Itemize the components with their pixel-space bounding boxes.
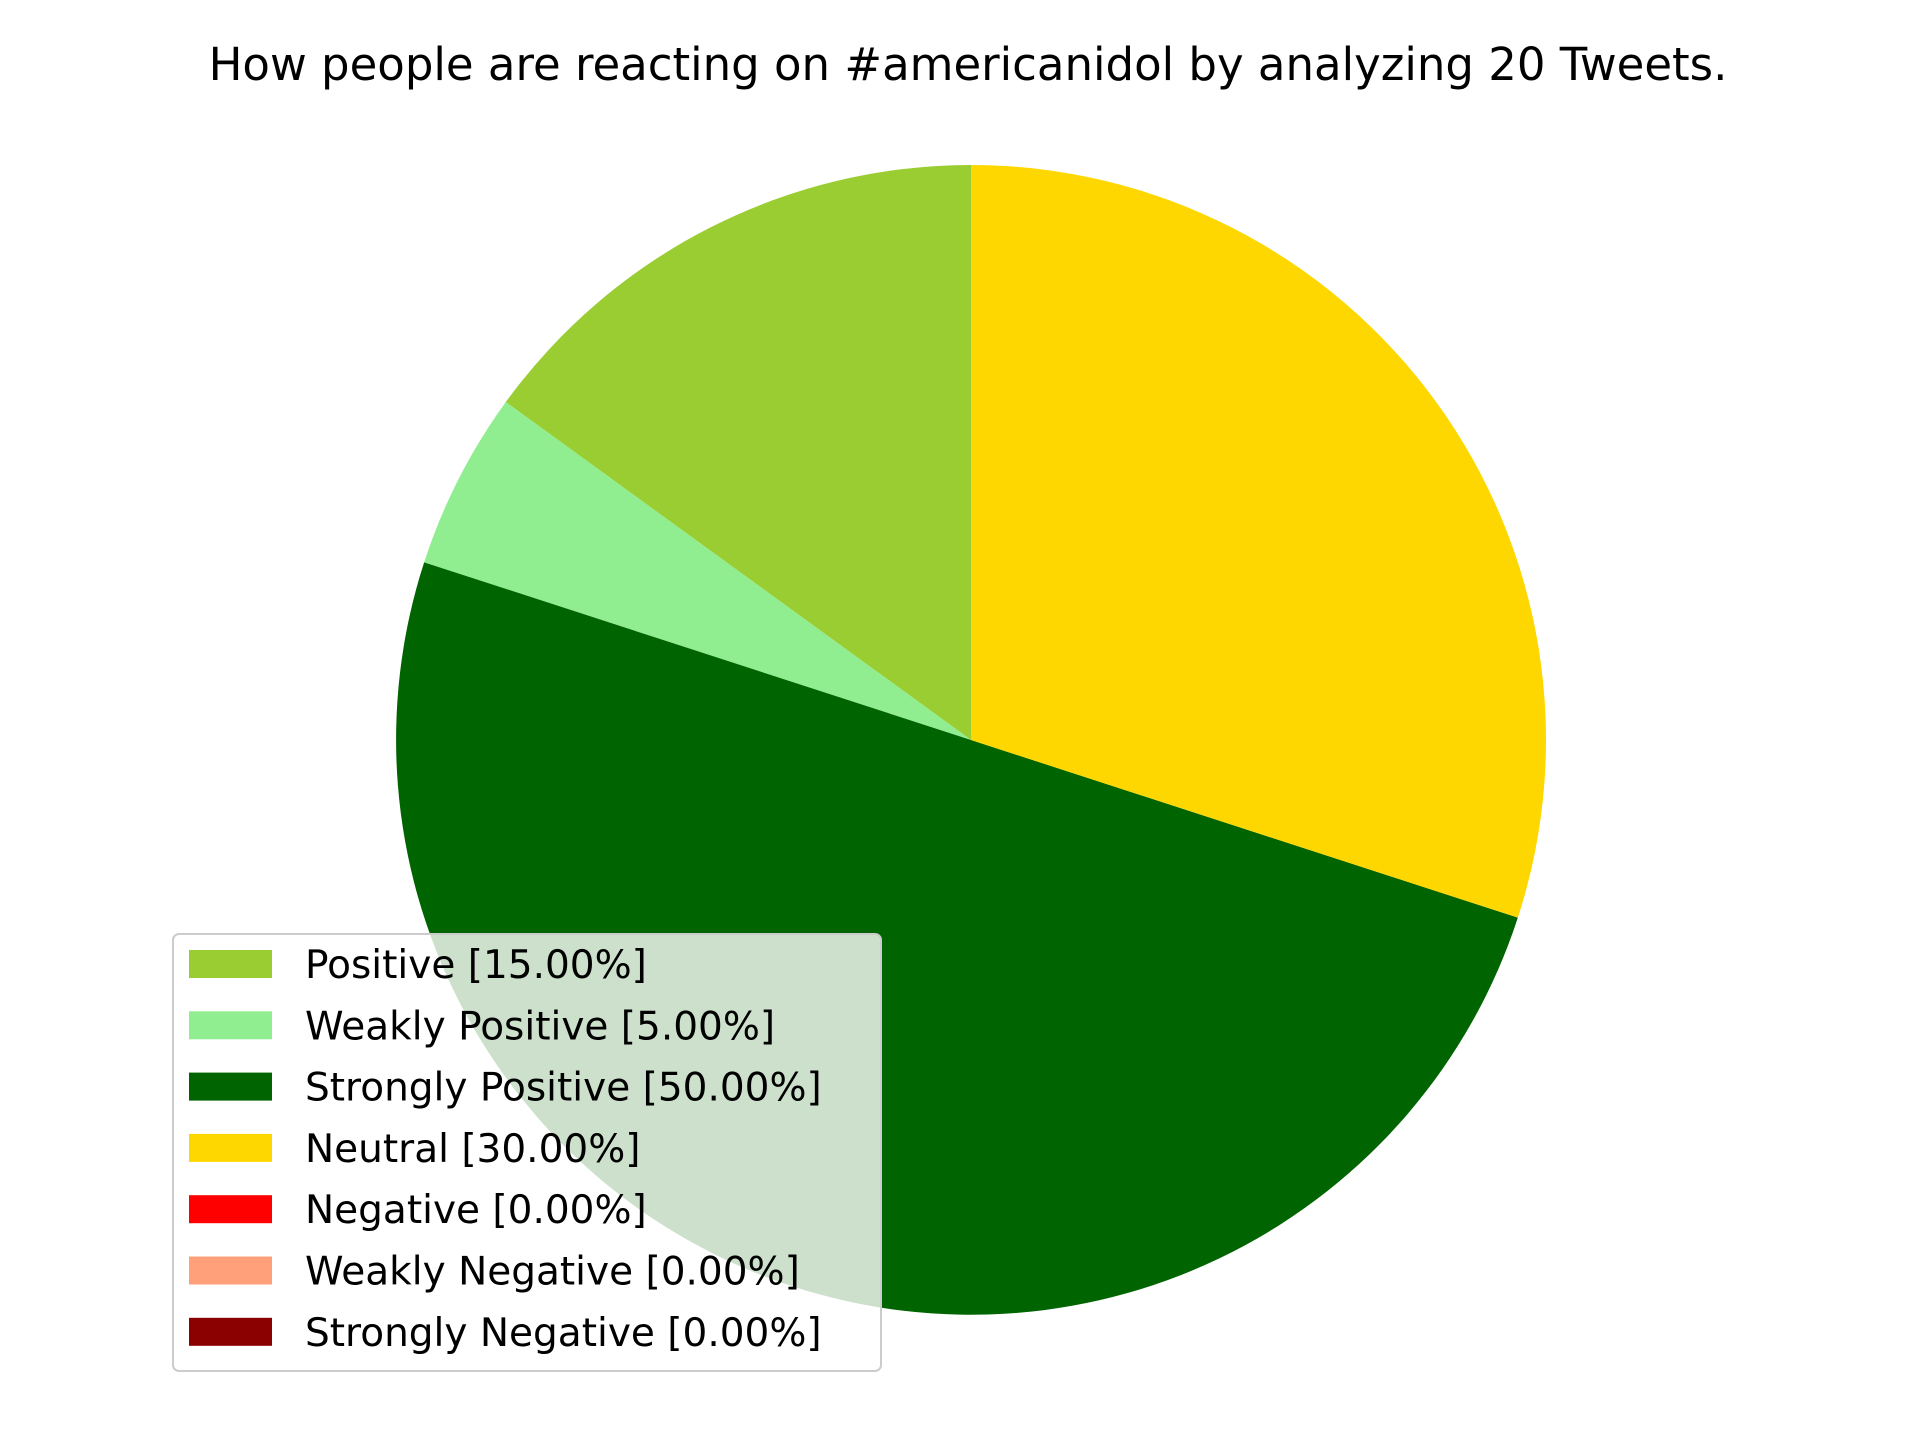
legend-swatch-3 [189,1133,272,1162]
pie-slice-3 [971,165,1547,918]
pie-slice-1 [424,402,971,740]
legend-label-3: Neutral [30.00%] [305,1127,640,1172]
legend-label-1: Weakly Positive [5.00%] [305,1004,775,1049]
pie-slice-0 [505,165,971,740]
legend-box [172,933,882,1372]
legend-swatch-1 [189,1011,272,1040]
legend-swatch-0 [189,950,272,978]
legend-swatch-2 [189,1072,272,1101]
legend-label-5: Weakly Negative [0.00%] [305,1250,800,1295]
legend-label-0: Positive [15.00%] [305,943,647,988]
legend-label-6: Strongly Negative [0.00%] [305,1311,822,1356]
legend-swatch-4 [189,1195,272,1224]
legend: Positive [15.00%] Weakly Positive [5.00%]… [172,933,882,1372]
legend-swatch-6 [189,1317,272,1346]
legend-label-2: Strongly Positive [50.00%] [305,1066,822,1111]
legend-entries: Positive [15.00%] Weakly Positive [5.00%]… [189,943,822,1356]
legend-label-4: Negative [0.00%] [305,1188,647,1233]
chart-title: How people are reacting on #americanidol… [209,38,1728,91]
legend-swatch-5 [189,1256,272,1285]
